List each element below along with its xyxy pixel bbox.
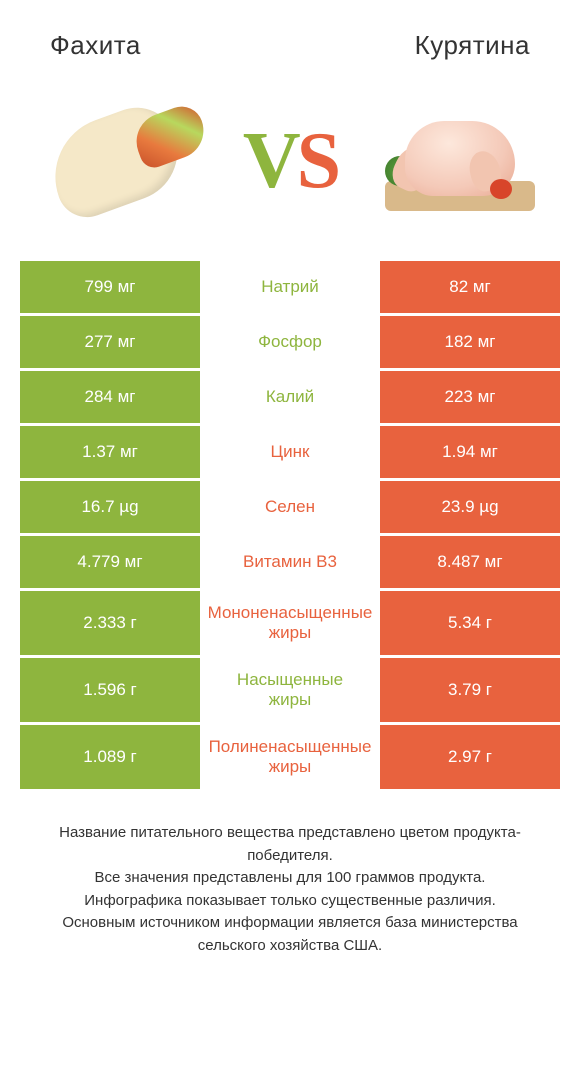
vs-v: V <box>243 117 297 205</box>
table-row: 2.333 гМононенасыщенные жиры5.34 г <box>20 591 560 655</box>
fajita-illustration <box>40 101 200 221</box>
table-row: 16.7 µgСелен23.9 µg <box>20 481 560 533</box>
table-row: 1.596 гНасыщенные жиры3.79 г <box>20 658 560 722</box>
footer-notes: Название питательного вещества представл… <box>0 792 580 957</box>
left-product-title: Фахита <box>50 30 141 61</box>
left-value: 1.089 г <box>20 725 200 789</box>
right-value: 223 мг <box>380 371 560 423</box>
nutrient-label: Мононенасыщенные жиры <box>200 591 380 655</box>
right-value: 82 мг <box>380 261 560 313</box>
nutrient-label: Насыщенные жиры <box>200 658 380 722</box>
left-value: 1.37 мг <box>20 426 200 478</box>
left-value: 277 мг <box>20 316 200 368</box>
vs-label: VS <box>243 116 337 207</box>
right-value: 5.34 г <box>380 591 560 655</box>
footer-line: Инфографика показывает только существенн… <box>30 890 550 913</box>
table-row: 284 мгКалий223 мг <box>20 371 560 423</box>
table-row: 1.37 мгЦинк1.94 мг <box>20 426 560 478</box>
left-value: 4.779 мг <box>20 536 200 588</box>
nutrient-label: Фосфор <box>200 316 380 368</box>
table-row: 1.089 гПолиненасыщенные жиры2.97 г <box>20 725 560 789</box>
right-value: 3.79 г <box>380 658 560 722</box>
nutrient-label: Калий <box>200 371 380 423</box>
hero-row: VS <box>0 71 580 261</box>
table-row: 799 мгНатрий82 мг <box>20 261 560 313</box>
nutrient-label: Полиненасыщенные жиры <box>200 725 380 789</box>
table-row: 4.779 мгВитамин B38.487 мг <box>20 536 560 588</box>
left-value: 799 мг <box>20 261 200 313</box>
right-value: 2.97 г <box>380 725 560 789</box>
nutrient-label: Витамин B3 <box>200 536 380 588</box>
left-value: 2.333 г <box>20 591 200 655</box>
nutrient-label: Селен <box>200 481 380 533</box>
vs-s: S <box>297 117 338 205</box>
header: Фахита Курятина <box>0 0 580 71</box>
footer-line: Название питательного вещества представл… <box>30 822 550 867</box>
footer-line: Основным источником информации является … <box>30 912 550 957</box>
left-value: 1.596 г <box>20 658 200 722</box>
comparison-table: 799 мгНатрий82 мг277 мгФосфор182 мг284 м… <box>0 261 580 789</box>
right-value: 1.94 мг <box>380 426 560 478</box>
right-value: 23.9 µg <box>380 481 560 533</box>
left-value: 16.7 µg <box>20 481 200 533</box>
table-row: 277 мгФосфор182 мг <box>20 316 560 368</box>
right-product-title: Курятина <box>415 30 530 61</box>
footer-line: Все значения представлены для 100 граммо… <box>30 867 550 890</box>
right-value: 182 мг <box>380 316 560 368</box>
chicken-illustration <box>380 101 540 221</box>
right-value: 8.487 мг <box>380 536 560 588</box>
nutrient-label: Натрий <box>200 261 380 313</box>
left-value: 284 мг <box>20 371 200 423</box>
nutrient-label: Цинк <box>200 426 380 478</box>
